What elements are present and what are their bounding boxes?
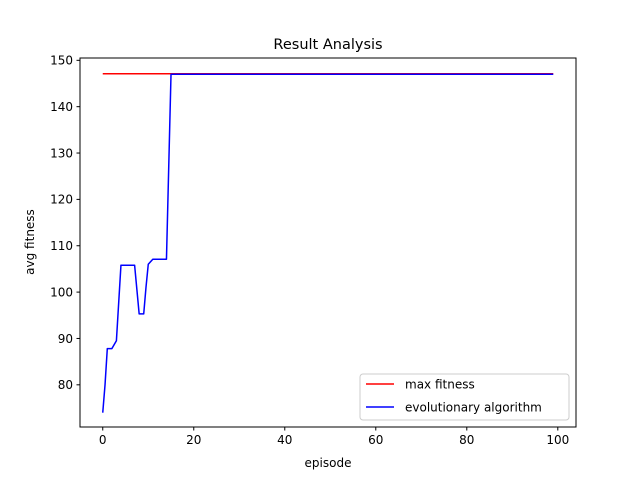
chart-title: Result Analysis bbox=[273, 37, 382, 53]
legend-label-evolutionary-algorithm: evolutionary algorithm bbox=[405, 401, 542, 415]
x-tick-label: 0 bbox=[99, 433, 107, 447]
x-axis: 0 20 40 60 80 100 bbox=[99, 427, 569, 447]
legend-box bbox=[359, 373, 570, 421]
plot-area bbox=[79, 57, 577, 428]
x-tick-label: 80 bbox=[459, 433, 474, 447]
legend: max fitness evolutionary algorithm bbox=[359, 373, 570, 421]
x-tick-label: 60 bbox=[368, 433, 383, 447]
y-tick-label: 80 bbox=[58, 378, 73, 392]
y-tick-label: 140 bbox=[50, 100, 73, 114]
y-tick-label: 110 bbox=[50, 239, 73, 253]
y-tick-label: 100 bbox=[50, 285, 73, 299]
x-tick-label: 100 bbox=[546, 433, 569, 447]
series-line-evolutionary-algorithm bbox=[102, 73, 554, 413]
series-lines bbox=[102, 73, 554, 413]
legend-label-max-fitness: max fitness bbox=[405, 378, 475, 392]
y-axis-label: avg fitness bbox=[23, 209, 37, 275]
y-tick-label: 90 bbox=[58, 332, 73, 346]
y-tick-label: 130 bbox=[50, 146, 73, 160]
y-tick-label: 120 bbox=[50, 193, 73, 207]
x-tick-label: 20 bbox=[186, 433, 201, 447]
x-axis-label: episode bbox=[305, 456, 352, 470]
y-tick-label: 150 bbox=[50, 54, 73, 68]
y-axis: 80 90 100 110 120 130 140 150 bbox=[50, 54, 80, 392]
x-tick-label: 40 bbox=[277, 433, 292, 447]
